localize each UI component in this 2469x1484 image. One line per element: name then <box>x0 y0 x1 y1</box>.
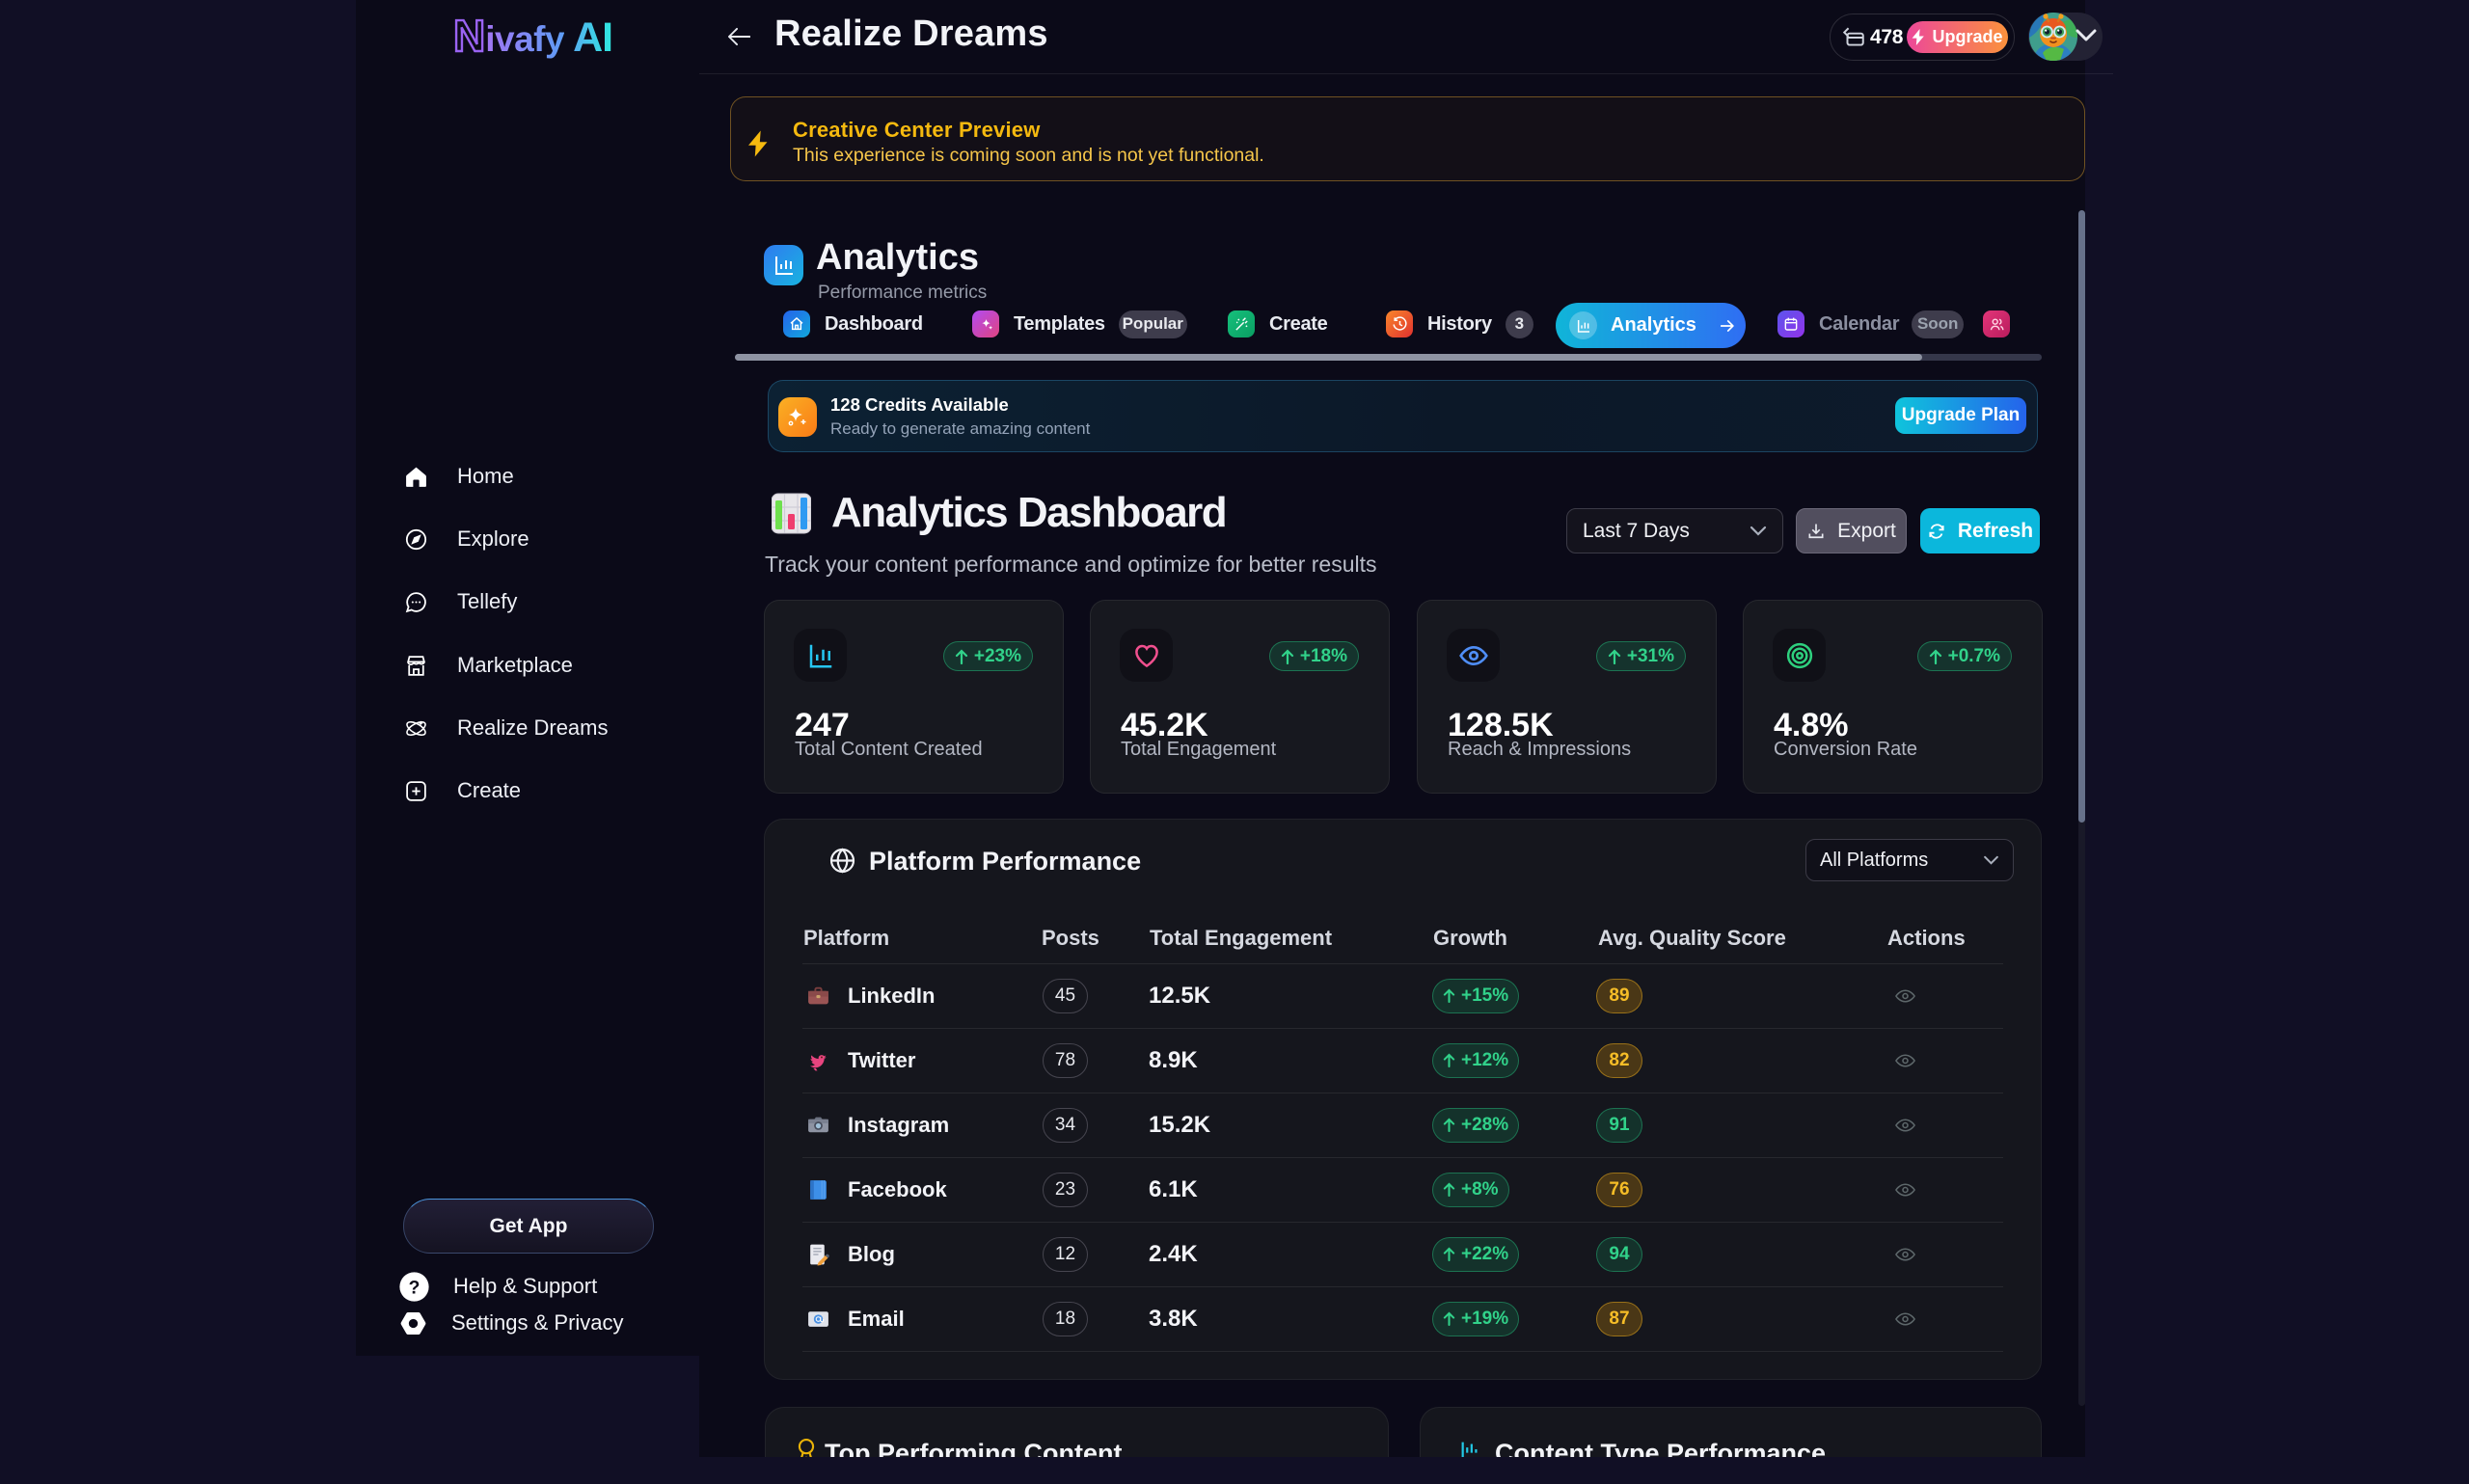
svg-text:?: ? <box>409 1278 421 1298</box>
